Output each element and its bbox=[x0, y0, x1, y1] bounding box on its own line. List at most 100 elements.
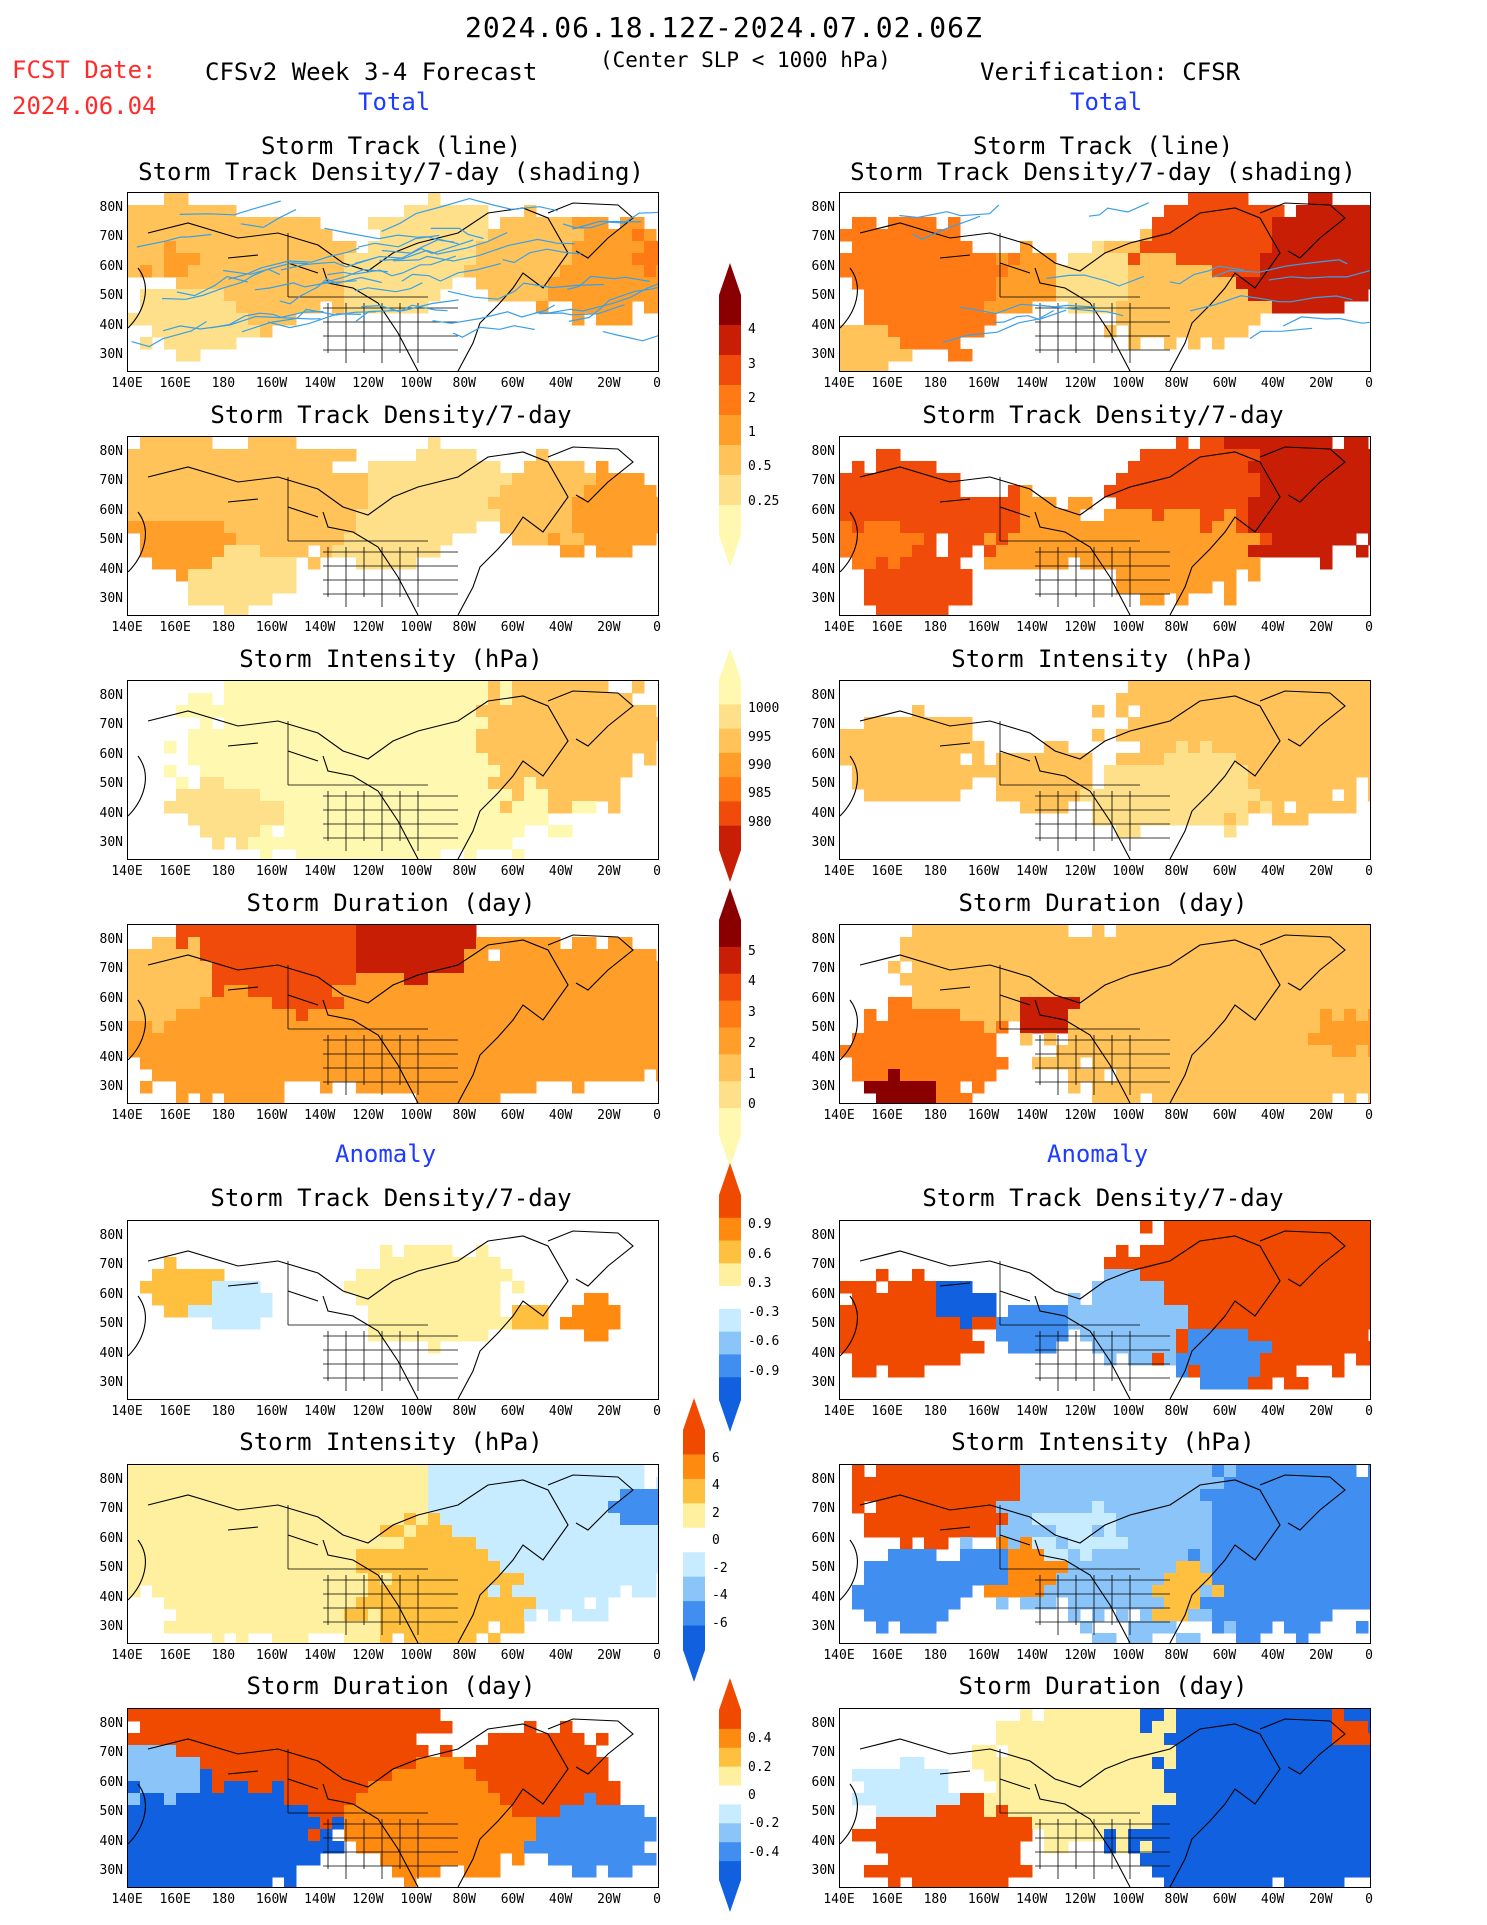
grid-cell bbox=[1104, 1269, 1117, 1282]
grid-cell bbox=[1224, 1269, 1237, 1282]
grid-cell bbox=[1260, 1465, 1273, 1478]
grid-cell bbox=[176, 437, 189, 450]
grid-cell bbox=[1104, 1465, 1117, 1478]
grid-cell bbox=[1128, 813, 1141, 826]
grid-cell bbox=[320, 1537, 333, 1550]
grid-cell bbox=[500, 973, 513, 986]
grid-cell bbox=[440, 825, 453, 838]
grid-cell bbox=[356, 1033, 369, 1046]
grid-cell bbox=[1200, 997, 1213, 1010]
grid-cell bbox=[332, 533, 345, 546]
grid-cell bbox=[176, 961, 189, 974]
grid-cell bbox=[452, 1597, 465, 1610]
grid-cell bbox=[1356, 973, 1369, 986]
grid-cell bbox=[596, 1489, 609, 1502]
grid-cell bbox=[344, 937, 357, 950]
grid-cell bbox=[1152, 729, 1165, 742]
grid-cell bbox=[356, 925, 369, 938]
grid-cell bbox=[972, 1341, 985, 1354]
grid-cell bbox=[404, 301, 417, 314]
grid-cell bbox=[572, 1525, 585, 1538]
grid-cell bbox=[1260, 1269, 1273, 1282]
grid-cell bbox=[500, 1057, 513, 1070]
grid-cell bbox=[656, 1525, 658, 1538]
grid-cell bbox=[1284, 1057, 1297, 1070]
grid-cell bbox=[1104, 301, 1117, 314]
grid-cell bbox=[1248, 301, 1261, 314]
grid-cell bbox=[1176, 1093, 1189, 1103]
grid-cell bbox=[416, 1513, 429, 1526]
grid-cell bbox=[188, 997, 201, 1010]
grid-cell bbox=[188, 801, 201, 814]
grid-cell bbox=[440, 717, 453, 730]
grid-cell bbox=[392, 1009, 405, 1022]
grid-cell bbox=[1224, 229, 1237, 242]
grid-cell bbox=[248, 533, 261, 546]
grid-cell bbox=[476, 973, 489, 986]
grid-cell bbox=[1248, 533, 1261, 546]
grid-cell bbox=[1128, 1069, 1141, 1082]
grid-cell bbox=[912, 1269, 925, 1282]
grid-cell bbox=[404, 813, 417, 826]
grid-cell bbox=[440, 229, 453, 242]
grid-cell bbox=[924, 949, 937, 962]
storm-track-line bbox=[354, 239, 474, 265]
grid-cell bbox=[152, 1009, 165, 1022]
grid-cell bbox=[500, 277, 513, 290]
grid-cell bbox=[1140, 325, 1153, 338]
grid-cell bbox=[888, 753, 901, 766]
grid-cell bbox=[380, 1621, 393, 1634]
grid-cell bbox=[1260, 1365, 1273, 1378]
grid-cell bbox=[1344, 961, 1357, 974]
grid-cell bbox=[924, 777, 937, 790]
grid-cell bbox=[476, 1489, 489, 1502]
grid-cell bbox=[164, 1537, 177, 1550]
grid-cell bbox=[548, 717, 561, 730]
grid-cell bbox=[296, 1009, 309, 1022]
grid-cell bbox=[332, 485, 345, 498]
grid-cell bbox=[296, 1597, 309, 1610]
grid-cell bbox=[524, 1513, 537, 1526]
grid-cell bbox=[656, 1069, 658, 1082]
grid-cell bbox=[876, 229, 889, 242]
grid-cell bbox=[272, 1465, 285, 1478]
grid-cell bbox=[888, 1069, 901, 1082]
grid-cell bbox=[236, 1513, 249, 1526]
grid-cell bbox=[876, 497, 889, 510]
grid-cell bbox=[596, 1465, 609, 1478]
grid-cell bbox=[1296, 925, 1309, 938]
grid-cell bbox=[140, 461, 153, 474]
grid-cell bbox=[464, 937, 477, 950]
grid-cell bbox=[596, 1317, 609, 1330]
grid-cell bbox=[584, 681, 597, 694]
grid-cell bbox=[852, 1465, 865, 1478]
grid-cell bbox=[176, 777, 189, 790]
grid-cell bbox=[1308, 1057, 1321, 1070]
grid-cell bbox=[840, 533, 853, 546]
grid-cell bbox=[1236, 1081, 1249, 1094]
grid-cell bbox=[1248, 973, 1261, 986]
grid-cell bbox=[500, 961, 513, 974]
grid-cell bbox=[1116, 241, 1129, 254]
grid-cell bbox=[1344, 1081, 1357, 1094]
grid-cell bbox=[584, 1033, 597, 1046]
grid-cell bbox=[332, 1537, 345, 1550]
grid-cell bbox=[332, 937, 345, 950]
grid-cell bbox=[1152, 509, 1165, 522]
grid-cell bbox=[1224, 545, 1237, 558]
grid-cell bbox=[620, 313, 633, 326]
grid-cell bbox=[188, 241, 201, 254]
grid-cell bbox=[488, 937, 501, 950]
grid-cell bbox=[560, 1033, 573, 1046]
grid-cell bbox=[476, 693, 489, 706]
grid-cell bbox=[1176, 717, 1189, 730]
grid-cell bbox=[320, 1525, 333, 1538]
grid-cell bbox=[476, 1305, 489, 1318]
grid-cell bbox=[1272, 1257, 1285, 1270]
grid-cell bbox=[960, 1293, 973, 1306]
grid-cell bbox=[332, 521, 345, 534]
grid-cell bbox=[1056, 753, 1069, 766]
grid-cell bbox=[128, 485, 141, 498]
grid-cell bbox=[864, 325, 877, 338]
grid-cell bbox=[200, 729, 213, 742]
